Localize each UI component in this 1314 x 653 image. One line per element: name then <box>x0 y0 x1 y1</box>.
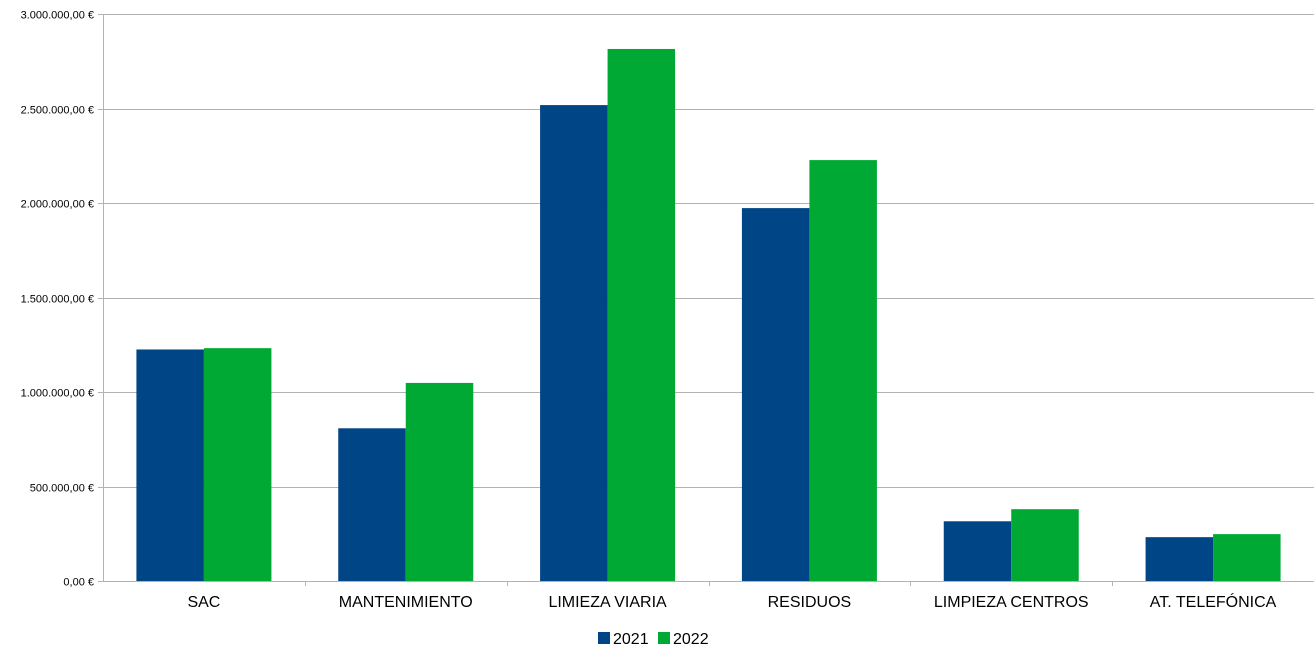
gridlines <box>103 15 1314 582</box>
bar-2022-5 <box>1213 534 1281 581</box>
category-label: RESIDUOS <box>768 594 852 611</box>
category-label: LIMIEZA VIARIA <box>548 594 667 611</box>
legend-label-2022: 2022 <box>673 631 709 648</box>
bar-2022-3 <box>809 160 877 581</box>
bars <box>136 49 1280 581</box>
bar-2021-2 <box>540 105 608 581</box>
y-tick-label: 1.000.000,00 € <box>21 388 94 400</box>
bar-2022-2 <box>608 49 676 581</box>
y-tick-label: 0,00 € <box>63 577 94 589</box>
bar-2021-3 <box>742 208 810 581</box>
y-tick-labels: 0,00 € 500.000,00 € 1.000.000,00 € 1.500.00… <box>21 10 94 589</box>
category-label: AT. TELEFÓNICA <box>1150 592 1277 611</box>
legend: 2021 2022 <box>598 631 709 648</box>
legend-swatch-2021 <box>598 632 610 644</box>
bar-2021-5 <box>1146 537 1214 581</box>
category-labels: SAC MANTENIMIENTO LIMIEZA VIARIA RESIDUOS LI… <box>187 592 1276 611</box>
bar-2022-1 <box>406 383 474 581</box>
y-tick-label: 2.000.000,00 € <box>21 199 94 211</box>
bar-2021-1 <box>338 428 406 581</box>
y-tick-label: 2.500.000,00 € <box>21 105 94 117</box>
bar-2022-0 <box>204 348 272 581</box>
bar-2021-0 <box>136 349 204 581</box>
y-tick-label: 3.000.000,00 € <box>21 10 94 22</box>
category-label: SAC <box>187 594 220 611</box>
bar-2022-4 <box>1011 509 1079 581</box>
legend-label-2021: 2021 <box>613 631 649 648</box>
legend-swatch-2022 <box>658 632 670 644</box>
y-tick-label: 1.500.000,00 € <box>21 294 94 306</box>
bar-2021-4 <box>944 521 1012 581</box>
axes <box>98 14 1314 586</box>
category-label: MANTENIMIENTO <box>339 594 473 611</box>
category-label: LIMPIEZA CENTROS <box>934 594 1089 611</box>
y-tick-label: 500.000,00 € <box>30 483 94 495</box>
